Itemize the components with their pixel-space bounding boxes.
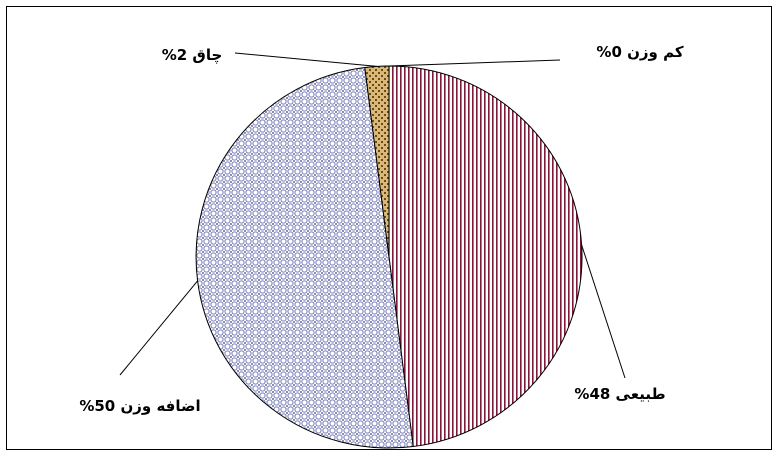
leader-line xyxy=(234,52,377,67)
slice-label: چاق 2% xyxy=(162,46,223,65)
pie-slice xyxy=(388,65,583,448)
leader-line xyxy=(388,59,561,67)
slice-label: طبیعی 48% xyxy=(574,385,665,403)
leader-line xyxy=(581,244,626,379)
slice-label: کم وزن 0% xyxy=(596,43,683,61)
leader-line xyxy=(119,280,198,376)
pie-slice xyxy=(364,65,390,258)
slice-label: اضافه وزن 50% xyxy=(79,397,200,415)
pie-slice xyxy=(195,66,414,449)
